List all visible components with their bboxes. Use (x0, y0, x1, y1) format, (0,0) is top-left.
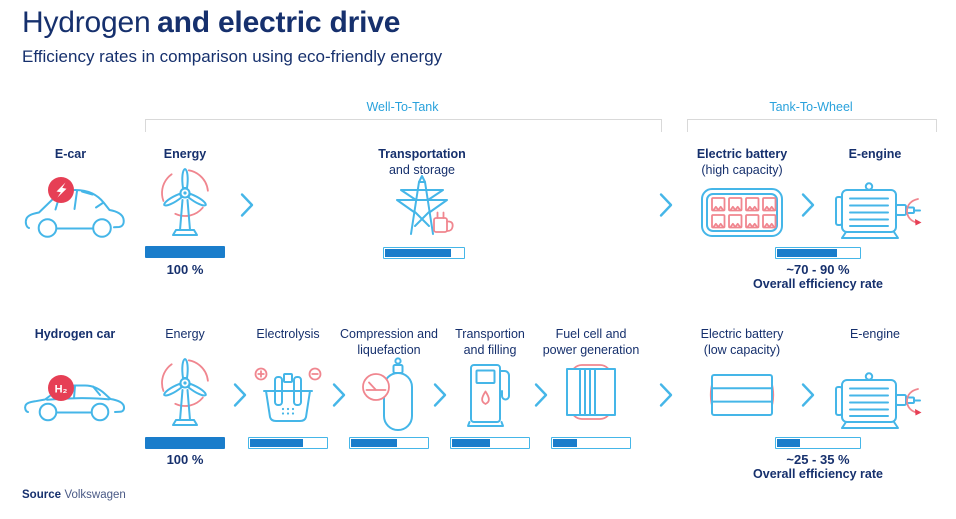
ecar-overall-bar (775, 247, 861, 259)
ecar-transportation-title: Transportation and storage (360, 146, 484, 178)
h2-electrolysis-title: Electrolysis (256, 327, 320, 341)
battery-high-capacity-icon (701, 188, 783, 237)
step-subtitle: (high capacity) (701, 163, 783, 177)
source-line: Source Volkswagen (22, 489, 126, 501)
well-to-tank-label: Well-To-Tank (366, 100, 439, 114)
chevron-right-icon (801, 193, 815, 217)
ecar-overall-range: ~70 - 90 % (786, 262, 850, 277)
bar-fill (351, 439, 397, 447)
ecar-transportation-bar (383, 247, 465, 259)
step-title: Fuel cell and (555, 327, 627, 341)
source-label: Source (22, 489, 61, 501)
chevron-right-icon (534, 383, 548, 407)
h2-energy-title: Energy (165, 327, 205, 341)
ecar-engine-title: E-engine (848, 147, 902, 161)
step-subtitle: and storage (388, 163, 456, 177)
page-title-regular: Hydrogen (22, 6, 151, 39)
wind-turbine-icon (161, 358, 209, 426)
battery-low-capacity-icon (709, 374, 775, 416)
step-title: Electric battery (700, 327, 784, 341)
h2-compression-title: Compression and liquefaction (328, 326, 450, 358)
bar-fill (147, 248, 223, 256)
page-subtitle: Efficiency rates in comparison using eco… (22, 47, 443, 66)
h2-transport-title: Transportion and filling (430, 326, 550, 358)
ecar-energy-bar (145, 246, 225, 258)
page-title: Hydrogen and electric drive (22, 6, 400, 40)
h2-overall-range: ~25 - 35 % (786, 452, 850, 467)
h2-badge: H₂ (48, 375, 74, 401)
bar-fill (553, 439, 577, 447)
step-title: Transportation (378, 147, 466, 161)
hydrogen-car-icon: H₂ (24, 375, 126, 422)
electric-car-icon (24, 177, 125, 238)
step-title: Compression and (340, 327, 438, 341)
bar-fill (147, 439, 223, 447)
ecar-battery-title: Electric battery (high capacity) (680, 146, 804, 178)
h2-energy-bar (145, 437, 225, 449)
e-car-label: E-car (54, 147, 87, 161)
chevron-right-icon (332, 383, 346, 407)
h2-engine-title: E-engine (849, 327, 901, 341)
chevron-right-icon (659, 383, 673, 407)
h2-fuelcell-bar (551, 437, 631, 449)
tank-to-wheel-bracket (687, 119, 937, 132)
bar-fill (385, 249, 451, 257)
electric-motor-icon (835, 182, 922, 239)
h2-energy-pct: 100 % (166, 452, 204, 467)
step-subtitle: (low capacity) (703, 343, 781, 357)
bar-fill (777, 439, 800, 447)
ecar-energy-title: Energy (163, 147, 207, 161)
hydrogen-car-label: Hydrogen car (34, 327, 116, 341)
chevron-right-icon (233, 383, 247, 407)
source-value: Volkswagen (64, 489, 126, 501)
step-subtitle: liquefaction (357, 343, 421, 357)
h2-overall-caption: Overall efficiency rate (753, 467, 883, 481)
well-to-tank-bracket (145, 119, 662, 132)
h2-fuelcell-title: Fuel cell and power generation (528, 326, 654, 358)
ecar-energy-pct: 100 % (166, 262, 204, 277)
h2-battery-title: Electric battery (low capacity) (680, 326, 804, 358)
chevron-right-icon (240, 193, 254, 217)
gas-cylinder-icon (362, 357, 413, 431)
power-grid-icon (396, 175, 454, 235)
step-title: Electric battery (696, 147, 788, 161)
chevron-right-icon (659, 193, 673, 217)
h2-electrolysis-bar (248, 437, 328, 449)
bar-fill (452, 439, 490, 447)
wind-turbine-icon (161, 168, 209, 236)
h2-transport-bar (450, 437, 530, 449)
chevron-right-icon (433, 383, 447, 407)
h2-compression-bar (349, 437, 429, 449)
tank-to-wheel-label: Tank-To-Wheel (769, 100, 853, 114)
page-title-bold: and electric drive (157, 6, 401, 39)
electrolysis-icon (254, 367, 322, 422)
bar-fill (250, 439, 304, 447)
chevron-right-icon (801, 383, 815, 407)
h2-overall-bar (775, 437, 861, 449)
lightning-icon (48, 177, 74, 203)
ecar-overall-caption: Overall efficiency rate (753, 277, 883, 291)
fuel-pump-icon (467, 364, 510, 427)
bar-fill (777, 249, 837, 257)
step-subtitle: power generation (542, 343, 640, 357)
step-subtitle: and filling (463, 343, 517, 357)
fuel-cell-icon (566, 364, 616, 420)
h2-badge-label: H₂ (55, 384, 68, 396)
step-title: Transportion (455, 327, 525, 341)
electric-motor-icon (835, 372, 922, 429)
